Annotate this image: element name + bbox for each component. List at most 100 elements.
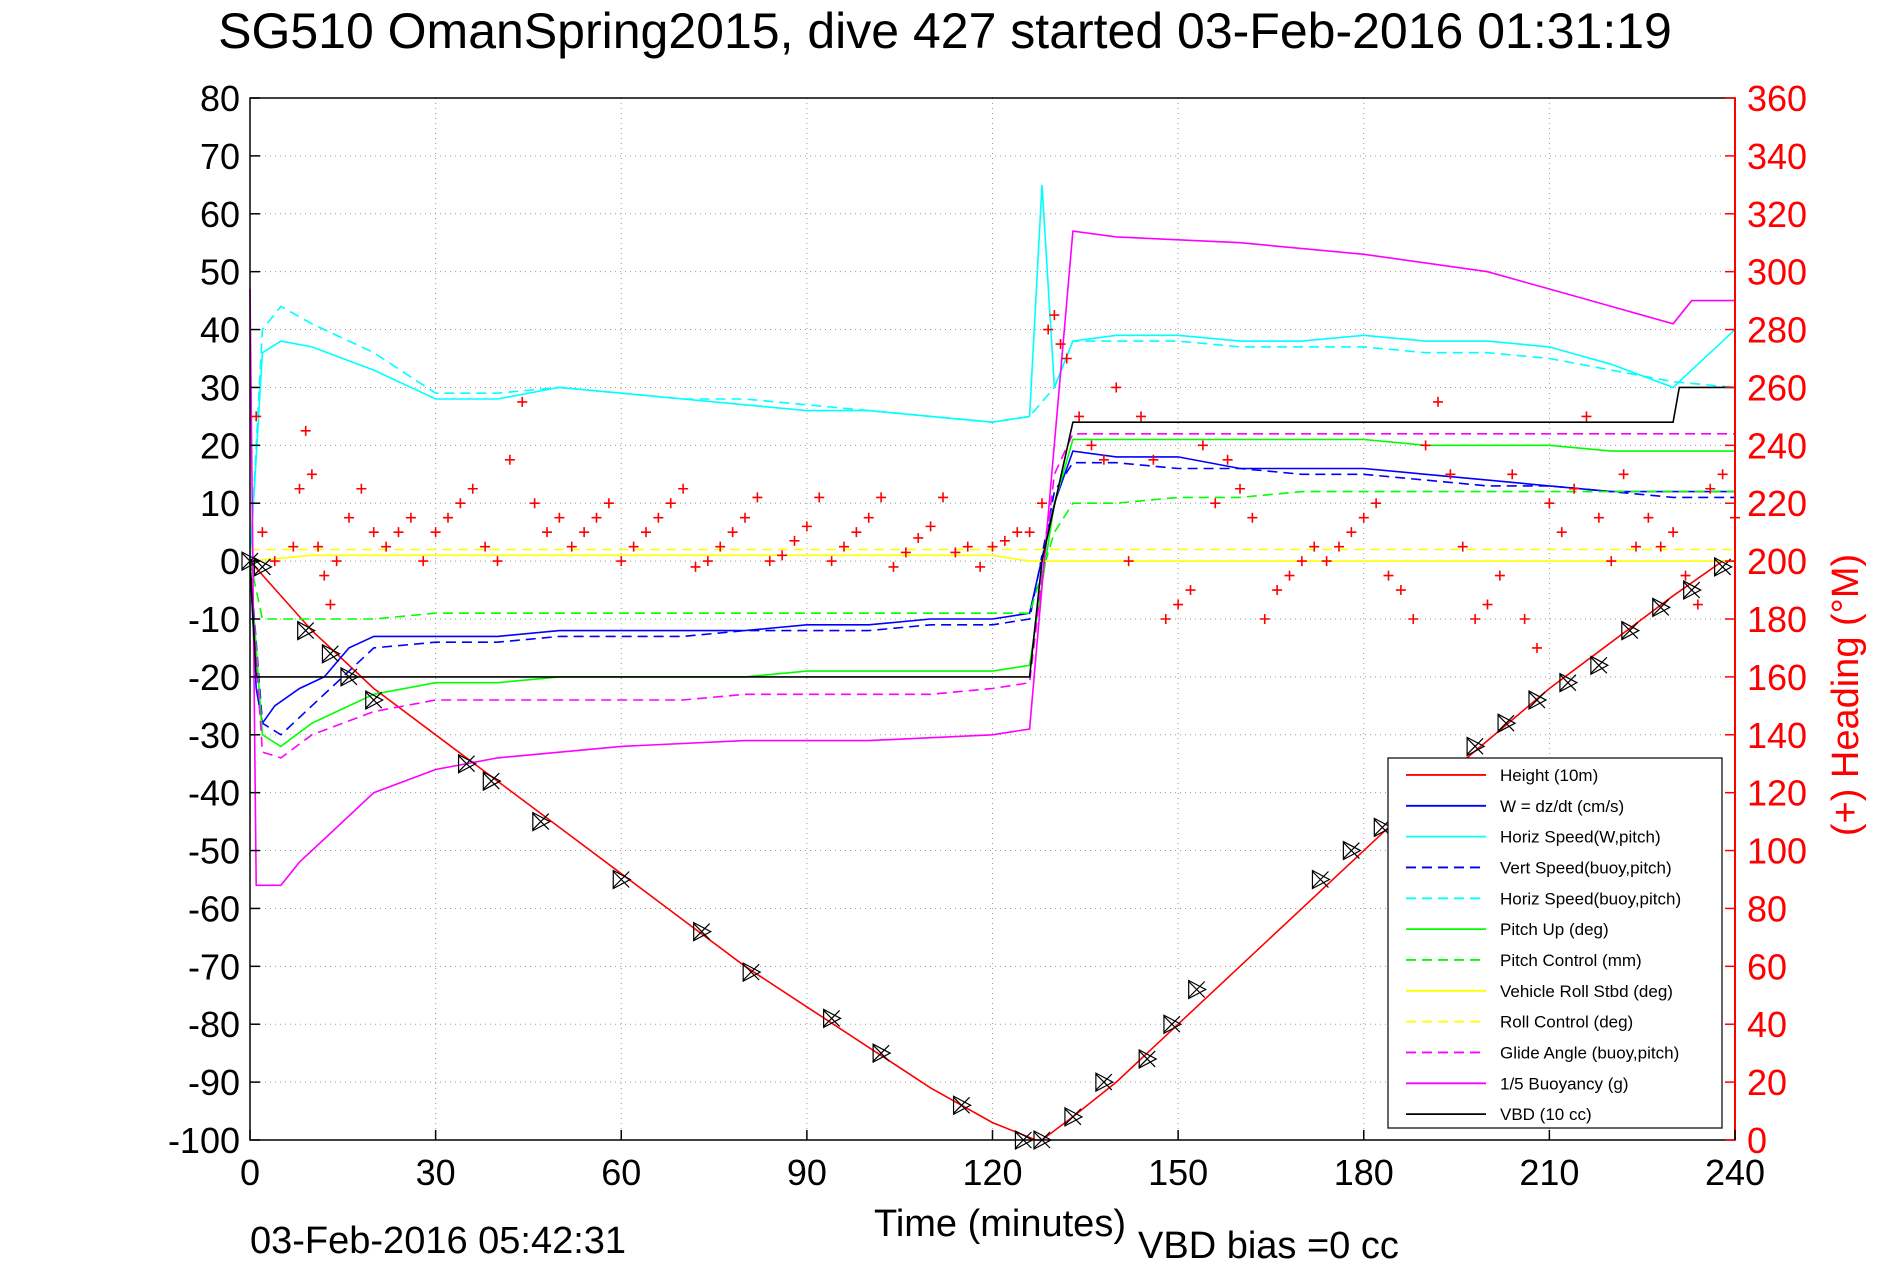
heading-point: [1284, 570, 1295, 581]
heading-point: [1655, 541, 1666, 552]
right-tick-label: 80: [1747, 888, 1787, 929]
right-tick-label: 300: [1747, 252, 1807, 293]
heading-point: [1618, 469, 1629, 480]
heading-point: [1321, 556, 1332, 567]
x-tick-label: 60: [601, 1152, 641, 1193]
legend-label: Pitch Control (mm): [1500, 951, 1642, 970]
right-tick-label: 260: [1747, 367, 1807, 408]
left-tick-label: -90: [188, 1062, 240, 1103]
x-tick-label: 120: [962, 1152, 1022, 1193]
heading-point: [1049, 310, 1060, 321]
depth-marker: [1652, 597, 1672, 618]
heading-point: [1296, 556, 1307, 567]
heading-point: [579, 527, 590, 538]
heading-point: [405, 512, 416, 523]
heading-point: [975, 561, 986, 572]
heading-point: [319, 570, 330, 581]
heading-point: [1024, 527, 1035, 538]
series-line: [249, 438, 1735, 748]
depth-marker: [365, 690, 385, 711]
chart-title: SG510 OmanSpring2015, dive 427 started 0…: [218, 3, 1672, 59]
heading-point: [1643, 512, 1654, 523]
heading-point: [1123, 556, 1134, 567]
heading-point: [641, 527, 651, 538]
legend-label: Vert Speed(buoy,pitch): [1500, 858, 1672, 877]
depth-marker: [1064, 1106, 1084, 1127]
series-line: [249, 305, 1736, 562]
left-tick-label: 50: [200, 252, 240, 293]
depth-marker: [1466, 736, 1486, 757]
series-line: [249, 490, 1735, 620]
heading-point: [418, 556, 429, 567]
right-tick-label: 220: [1747, 483, 1807, 524]
depth-marker: [693, 921, 712, 942]
heading-point: [839, 541, 849, 552]
heading-point: [1606, 556, 1617, 567]
heading-point: [1259, 614, 1270, 624]
heading-point: [925, 521, 936, 532]
legend-label: VBD (10 cc): [1500, 1105, 1592, 1124]
heading-point: [1680, 570, 1691, 581]
heading-point: [1668, 527, 1679, 538]
heading-point: [1037, 498, 1047, 509]
depth-marker: [1528, 690, 1548, 711]
legend-box: [1387, 757, 1723, 1129]
legend-label: Roll Control (deg): [1500, 1013, 1633, 1032]
depth-marker: [1342, 840, 1362, 861]
heading-point: [851, 527, 862, 538]
heading-point: [1148, 454, 1159, 465]
right-tick-label: 140: [1747, 715, 1807, 756]
heading-point: [455, 498, 466, 509]
depth-marker: [612, 869, 632, 890]
series-line: [249, 184, 1736, 562]
left-tick-label: -20: [188, 657, 240, 698]
heading-point: [678, 483, 689, 494]
right-tick-label: 160: [1747, 657, 1807, 698]
x-tick-label: 210: [1519, 1152, 1579, 1193]
heading-point: [1420, 440, 1431, 451]
left-tick-label: -60: [188, 888, 240, 929]
heading-point: [1494, 570, 1505, 581]
heading-point: [368, 527, 379, 538]
heading-point: [1519, 614, 1530, 624]
heading-point: [1717, 469, 1728, 480]
depth-marker: [482, 771, 502, 792]
left-tick-label: 20: [200, 425, 240, 466]
heading-point: [863, 512, 874, 523]
legend-label: Height (10m): [1500, 766, 1598, 785]
heading-point: [1593, 512, 1604, 523]
depth-marker: [457, 753, 477, 774]
depth-marker: [1095, 1072, 1115, 1093]
depth-marker: [1188, 979, 1207, 1000]
depth-marker: [1311, 869, 1331, 890]
heading-point: [251, 411, 262, 422]
heading-point: [1692, 599, 1703, 610]
heading-point: [430, 527, 441, 538]
legend-label: Vehicle Roll Stbd (deg): [1500, 982, 1673, 1001]
heading-point: [257, 527, 268, 538]
depth-marker: [823, 1008, 842, 1029]
heading-point: [381, 541, 392, 552]
heading-point: [1433, 396, 1443, 407]
heading-point: [1544, 498, 1555, 509]
heading-point: [1012, 527, 1023, 538]
right-tick-label: 360: [1747, 78, 1807, 119]
legend-label: W = dz/dt (cm/s): [1500, 797, 1624, 816]
heading-point: [1507, 469, 1518, 480]
x-tick-label: 0: [240, 1152, 260, 1193]
left-tick-label: -100: [168, 1120, 240, 1161]
heading-point: [294, 483, 305, 494]
depth-marker: [1621, 620, 1641, 641]
x-tick-label: 150: [1148, 1152, 1208, 1193]
heading-point: [715, 541, 726, 552]
depth-marker: [340, 666, 360, 687]
legend-label: Pitch Up (deg): [1500, 920, 1609, 939]
heading-point: [591, 512, 602, 523]
heading-point: [1061, 353, 1072, 364]
heading-point: [542, 527, 552, 538]
series-line: [249, 461, 1735, 736]
heading-point: [1457, 541, 1468, 552]
heading-point: [665, 498, 676, 509]
depth-marker: [742, 962, 762, 983]
